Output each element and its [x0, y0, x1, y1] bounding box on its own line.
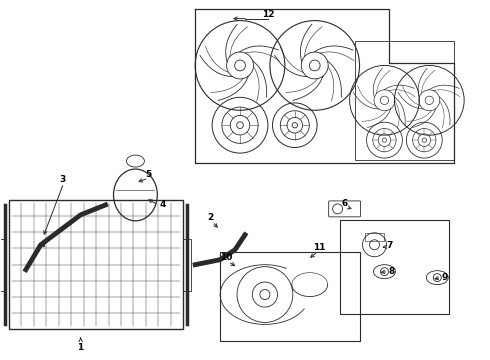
Text: 2: 2	[207, 213, 213, 222]
Bar	[183, 239, 191, 291]
Text: 5: 5	[145, 170, 151, 179]
Text: 4: 4	[159, 201, 166, 210]
Text: 3: 3	[60, 175, 66, 184]
Text: 11: 11	[314, 243, 326, 252]
Text: 6: 6	[342, 199, 348, 208]
Text: 10: 10	[220, 253, 232, 262]
Bar	[340, 220, 449, 315]
Text: 8: 8	[388, 267, 394, 276]
Bar	[0, 239, 5, 291]
Text: 9: 9	[441, 273, 447, 282]
Bar	[9, 200, 183, 329]
Bar	[355, 41, 454, 160]
Text: 7: 7	[386, 241, 392, 250]
Text: 1: 1	[77, 343, 84, 352]
Bar	[220, 252, 360, 341]
Bar	[365, 233, 385, 241]
Text: 12: 12	[262, 10, 274, 19]
